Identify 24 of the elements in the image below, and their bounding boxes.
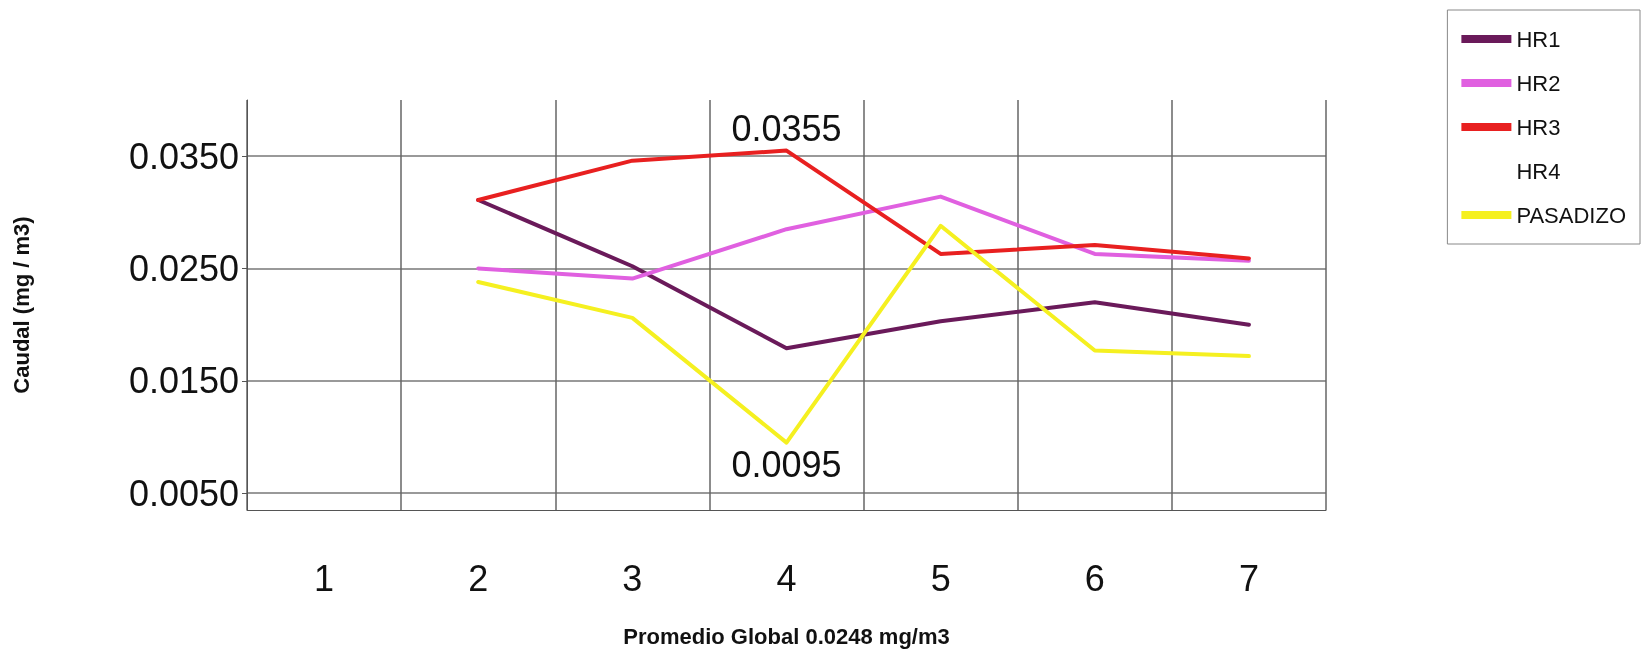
- line-series: [476, 148, 1251, 261]
- x-tick-label: 7: [1238, 557, 1259, 599]
- line-series: [476, 223, 1251, 445]
- x-tick-label: 2: [468, 557, 489, 599]
- line-series: [476, 197, 1251, 351]
- legend-label: HR1: [1516, 26, 1561, 52]
- x-tick-label: 4: [776, 557, 797, 599]
- data-label: 0.0095: [731, 444, 842, 486]
- legend-label: HR2: [1516, 70, 1561, 96]
- y-axis-title: Caudal (mg / m3): [8, 216, 34, 394]
- x-tick-label: 3: [622, 557, 643, 599]
- legend-label: PASADIZO: [1516, 202, 1627, 228]
- y-tick-label: 0.0150: [128, 360, 239, 402]
- line-series: [476, 194, 1251, 281]
- y-tick-label: 0.0350: [128, 135, 239, 177]
- data-label: 0.0355: [731, 108, 842, 150]
- y-tick-label: 0.0250: [128, 247, 239, 289]
- x-tick-label: 6: [1084, 557, 1105, 599]
- legend-label: HR3: [1516, 114, 1561, 140]
- x-tick-label: 1: [314, 557, 335, 599]
- text: HR4: [1516, 158, 1561, 184]
- x-tick-label: 5: [930, 557, 951, 599]
- y-tick-label: 0.0050: [128, 472, 239, 514]
- x-axis-title: Promedio Global 0.0248 mg/m3: [623, 623, 950, 649]
